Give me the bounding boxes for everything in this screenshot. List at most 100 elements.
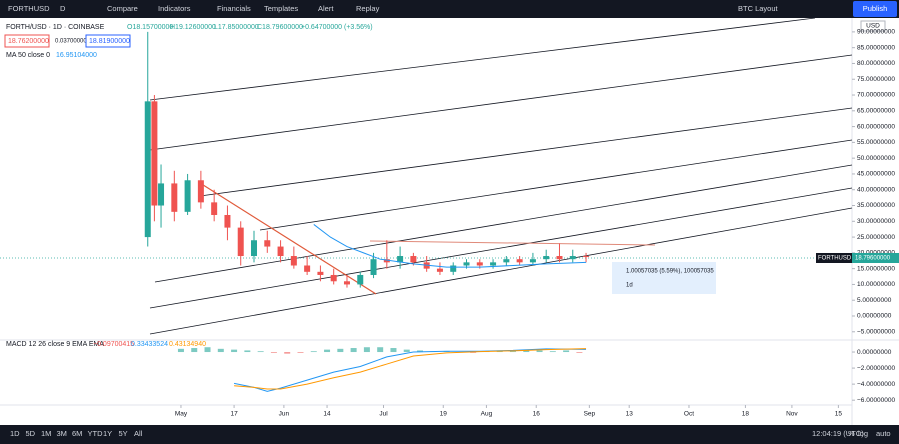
toolbar-button[interactable]: Replay xyxy=(356,4,380,13)
pitchfork-line xyxy=(259,139,853,231)
y-tick-label: 65.00000000 xyxy=(857,108,895,115)
horizontal-ray xyxy=(369,240,656,246)
y-tick-label: 35.00000000 xyxy=(857,202,895,209)
ma-legend: MA 50 close 0 xyxy=(6,52,50,59)
x-tick-label: 14 xyxy=(323,411,331,418)
range-button[interactable]: 3M xyxy=(57,429,67,438)
range-button[interactable]: YTD xyxy=(88,429,104,438)
macd-hist-bar xyxy=(417,350,424,353)
macd-hist-bar xyxy=(244,350,251,353)
range-button[interactable]: 1M xyxy=(41,429,51,438)
macd-line xyxy=(234,348,587,390)
macd-hist-bar xyxy=(191,348,198,353)
candle-body xyxy=(224,214,231,228)
macd-hist-bar xyxy=(270,352,277,353)
y-tick-label: 55.00000000 xyxy=(857,139,895,146)
interval[interactable]: D xyxy=(60,4,66,13)
y-tick-label: 0.00000000 xyxy=(857,313,892,320)
legend-ohlc: C18.79600000 xyxy=(257,24,303,31)
y-tick-label: −5.00000000 xyxy=(857,329,896,336)
x-tick-label: 16 xyxy=(533,411,541,418)
macd-hist-bar xyxy=(337,348,344,353)
bottom-bar: 12:04:19 (UTC) % log auto 1D 5D 1M 3M 6M YTD 1… xyxy=(10,429,891,438)
symbol-search[interactable]: FORTHUSD xyxy=(8,4,50,13)
pitchfork-line xyxy=(149,54,853,151)
candle-body xyxy=(370,259,377,275)
candle-body xyxy=(144,101,151,238)
pitchfork-line xyxy=(149,17,816,101)
toolbar-button[interactable]: Templates xyxy=(264,4,298,13)
y2-tick-label: −4.00000000 xyxy=(857,381,896,388)
top-toolbar xyxy=(0,0,899,18)
candle-body xyxy=(290,256,297,266)
bottom-toolbar xyxy=(0,425,899,444)
publish-label[interactable]: Publish xyxy=(863,4,888,13)
candle-body xyxy=(211,202,218,215)
y-tick-label: 90.00000000 xyxy=(857,29,895,36)
macd-value: −0.09700415 xyxy=(93,341,134,348)
candle-body xyxy=(264,240,271,247)
x-tick-label: Jun xyxy=(279,411,290,418)
candle-body xyxy=(503,259,510,263)
candle-body xyxy=(357,274,364,285)
candle-body xyxy=(529,259,536,263)
y2-tick-label: −2.00000000 xyxy=(857,365,896,372)
toolbar-button[interactable]: Alert xyxy=(318,4,334,13)
y-tick-label: 60.00000000 xyxy=(857,123,895,130)
x-tick-label: Nov xyxy=(786,411,798,418)
macd-hist-bar xyxy=(563,350,570,353)
macd-hist-bar xyxy=(297,352,304,353)
range-button[interactable]: All xyxy=(134,429,143,438)
y-tick-label: 70.00000000 xyxy=(857,92,895,99)
x-tick-label: Sep xyxy=(584,411,596,418)
measure-text: 1d xyxy=(626,283,633,289)
x-tick-label: Aug xyxy=(481,411,493,418)
toolbar-button[interactable]: Financials xyxy=(217,4,251,13)
candle-body xyxy=(237,227,244,257)
macd-hist-bar xyxy=(257,351,264,353)
y-tick-label: 75.00000000 xyxy=(857,76,895,83)
range-button[interactable]: 6M xyxy=(72,429,82,438)
candle-body xyxy=(476,262,483,266)
layout-menu[interactable]: BTC Layout xyxy=(738,4,779,13)
toolbar-button[interactable]: Compare xyxy=(107,4,138,13)
range-button[interactable]: 5Y xyxy=(119,429,128,438)
macd-hist-bar xyxy=(523,350,530,353)
plot: May 17 Jun 14 Jul 19 Aug 16 Sep 13 Oct 18 Nov 15 90.00… xyxy=(6,29,896,418)
macd-hist-bar xyxy=(217,348,224,353)
bid-box xyxy=(4,34,50,48)
macd-hist-bar xyxy=(310,351,317,353)
y-tick-label: 45.00000000 xyxy=(857,171,895,178)
currency-box[interactable] xyxy=(860,20,886,32)
publish-button[interactable] xyxy=(853,1,897,17)
candle-body xyxy=(277,246,284,257)
range-button[interactable]: 5D xyxy=(26,429,36,438)
bid: 18.76200000 xyxy=(8,38,49,45)
legend-ohlc: H19.12600000 xyxy=(170,24,216,31)
macd-hist-bar xyxy=(536,350,543,353)
candle-body xyxy=(516,259,523,263)
macd-hist-bar xyxy=(390,348,397,353)
y-tick-label: 50.00000000 xyxy=(857,155,895,162)
range-button[interactable]: 1Y xyxy=(103,429,112,438)
macd-hist-bar xyxy=(350,348,357,353)
log-toggle[interactable]: log xyxy=(858,429,868,438)
candle-body xyxy=(583,256,590,258)
macd-hist-bar xyxy=(470,352,477,353)
candle-body xyxy=(304,265,311,272)
last-symbol: FORTHUSD xyxy=(818,256,852,262)
legend-title: FORTH/USD · 1D · COINBASE xyxy=(6,24,105,31)
spread: 0.03700000 xyxy=(55,39,87,45)
auto-toggle[interactable]: auto xyxy=(876,429,891,438)
ask-box xyxy=(85,34,131,48)
drawings xyxy=(0,17,853,335)
candle-body xyxy=(450,265,457,272)
y-tick-label: 85.00000000 xyxy=(857,44,895,51)
pitchfork-line xyxy=(199,107,853,197)
range-button[interactable]: 1D xyxy=(10,429,20,438)
toolbar-button[interactable]: Indicators xyxy=(158,4,191,13)
x-tick-label: 17 xyxy=(230,411,238,418)
percent-toggle[interactable]: % xyxy=(848,429,855,438)
currency[interactable]: USD xyxy=(866,23,880,30)
candle-body xyxy=(251,240,258,257)
